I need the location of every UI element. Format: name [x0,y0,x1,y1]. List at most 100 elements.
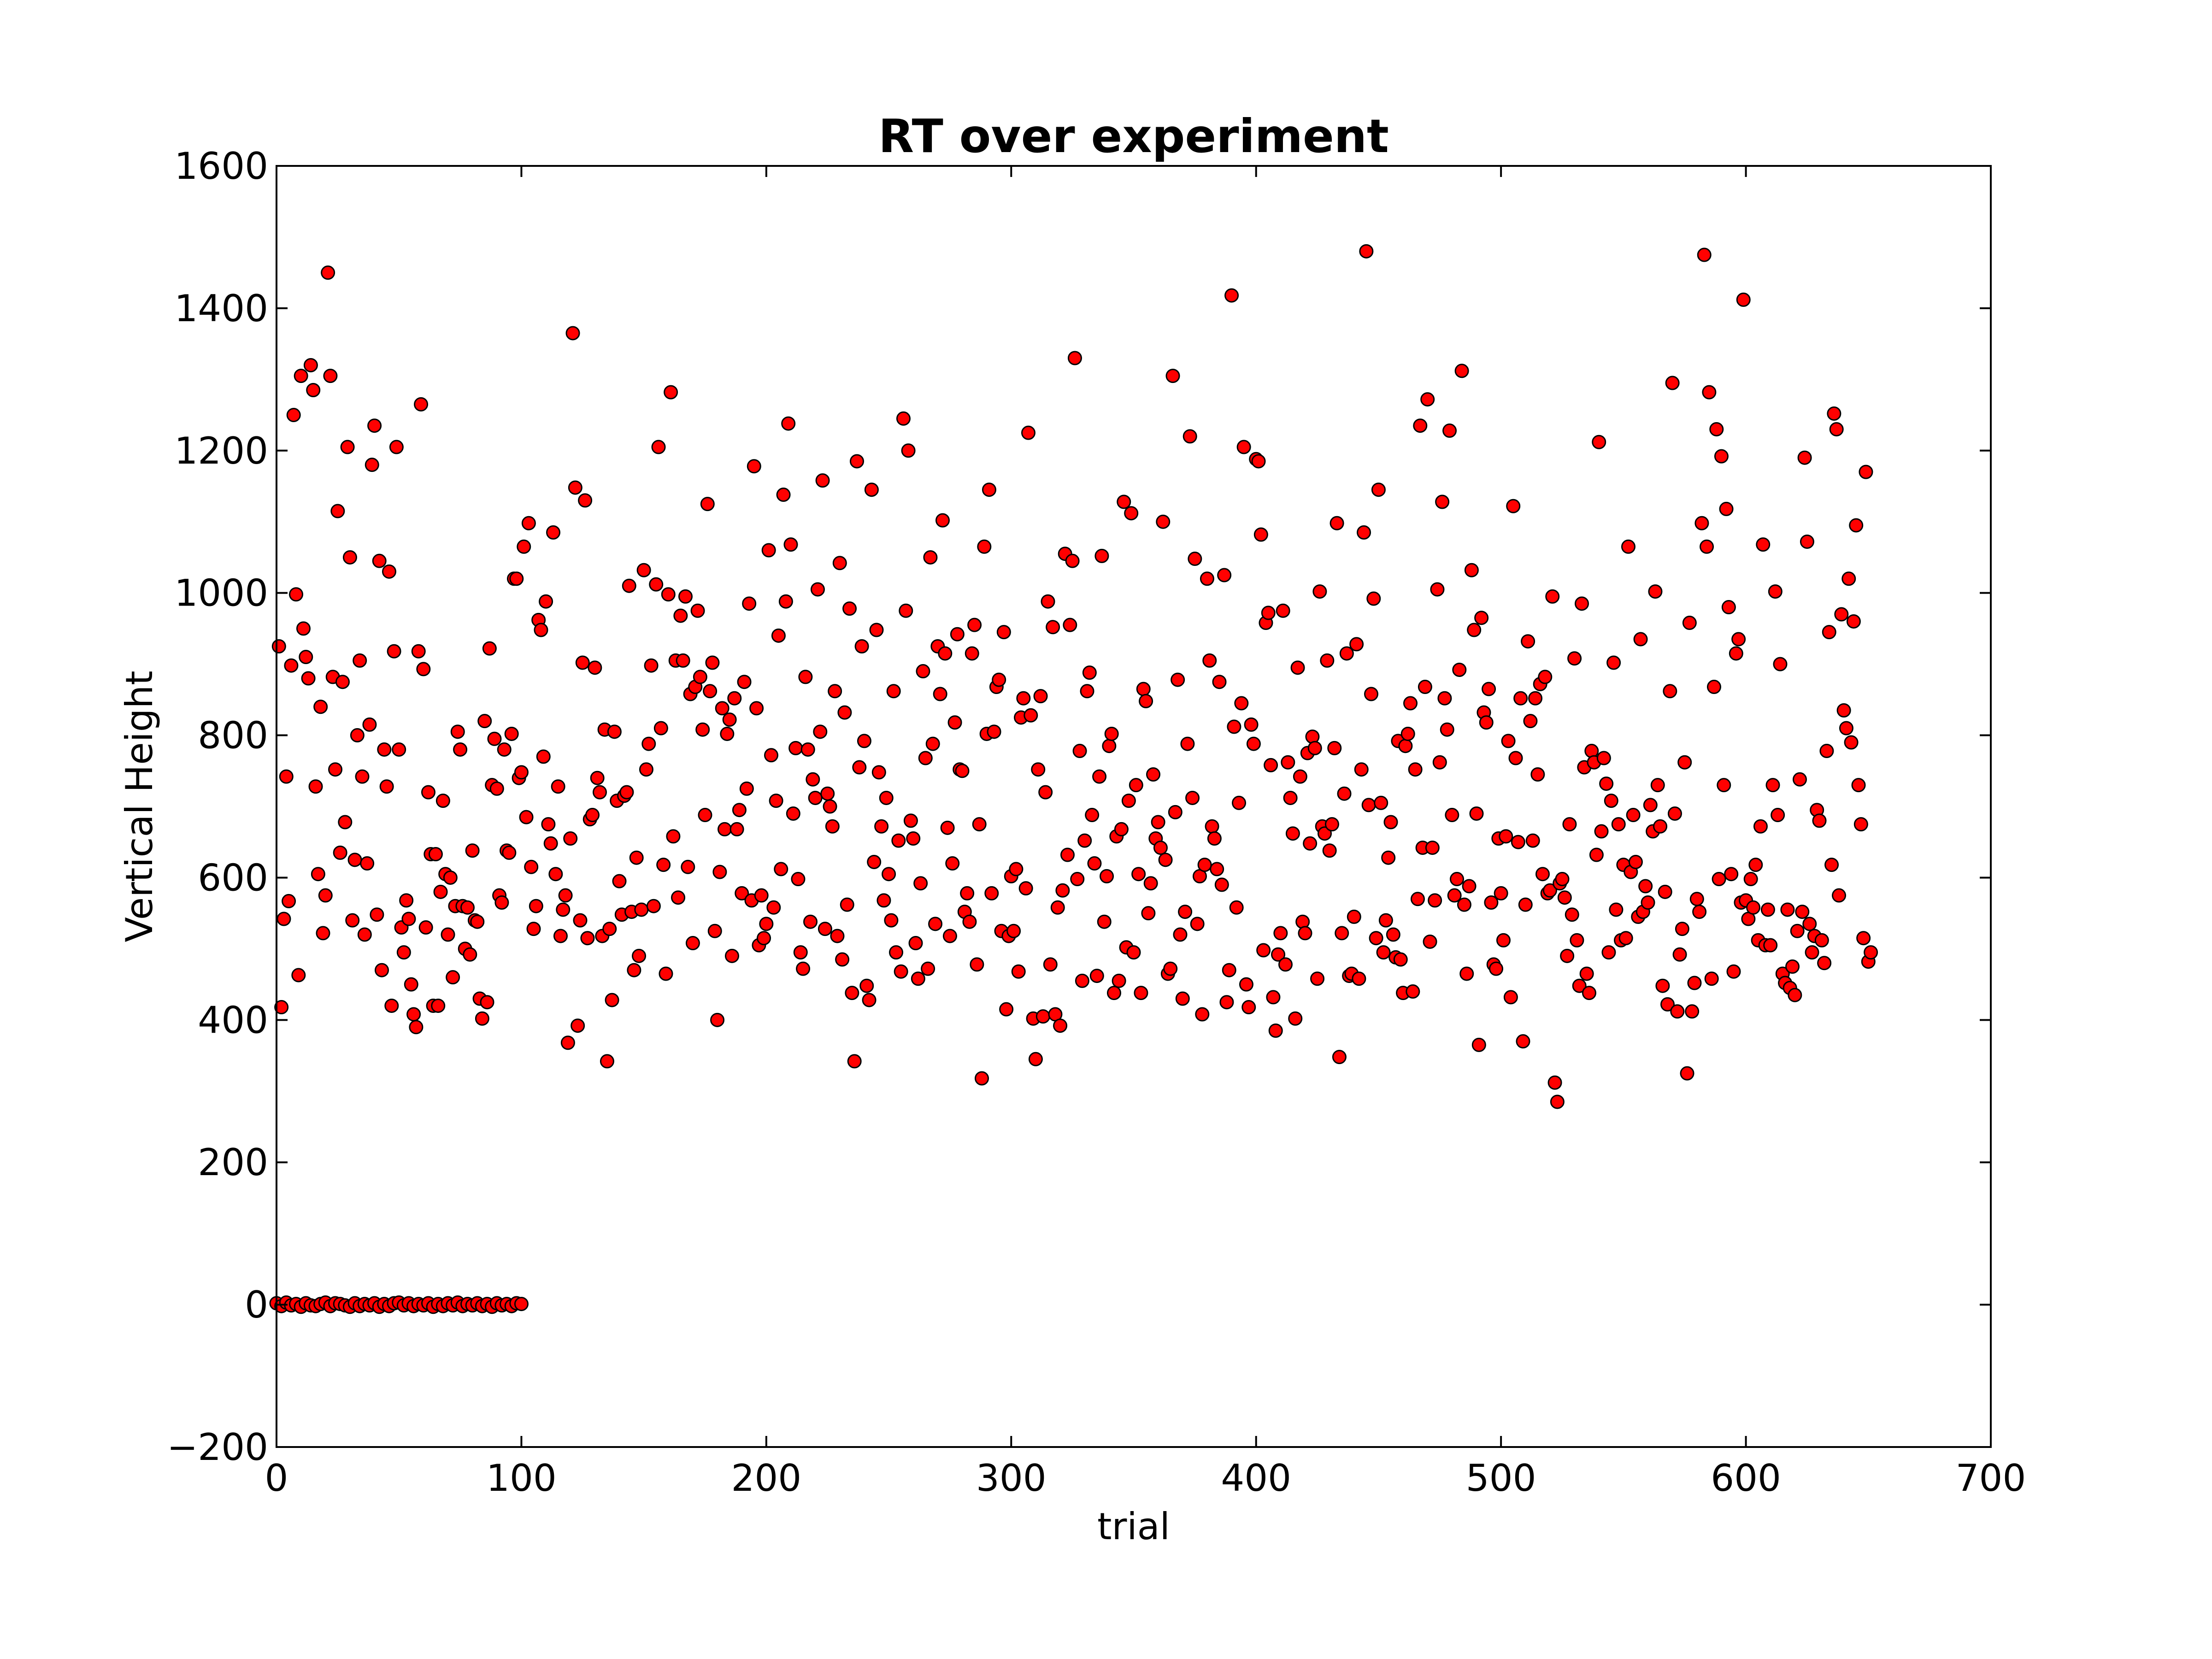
data-point [1697,247,1712,262]
data-point [962,914,977,929]
data-point [504,726,519,741]
data-point [446,970,460,985]
data-point [1075,973,1089,988]
data-point [1687,976,1702,990]
data-point [1393,952,1408,967]
data-point [879,790,894,805]
data-point [1141,906,1156,921]
data-point [1413,418,1428,433]
data-point [1038,785,1053,800]
data-point [453,742,468,757]
data-point [347,853,362,867]
data-point [1347,909,1361,924]
data-point [1374,795,1388,810]
data-point [629,850,644,865]
data-point [1469,806,1484,821]
data-point [776,488,791,502]
data-point [1290,660,1305,675]
data-point [289,587,304,602]
data-point [377,742,392,757]
data-point [1430,582,1445,597]
data-point [778,594,793,609]
data-point [399,893,414,908]
data-point [1303,836,1318,851]
y-tick-label: 1200 [174,429,268,472]
data-point [761,543,776,558]
data-point [1528,691,1543,706]
data-point [942,929,957,943]
data-point [1352,971,1366,986]
data-point [800,742,815,757]
data-point [1726,964,1741,979]
data-point [1841,571,1856,586]
data-point [1406,984,1420,999]
data-point [690,603,705,618]
data-point [1454,364,1469,378]
data-point [705,655,720,670]
data-point [392,742,406,757]
data-point [972,817,987,832]
data-point [1467,623,1482,637]
data-point [308,779,323,794]
data-point [1501,734,1516,748]
data-point [328,762,343,777]
data-points [269,244,1878,1314]
data-point [1667,806,1682,821]
data-point [1043,957,1058,972]
data-point [1538,670,1553,684]
data-point [1224,288,1239,303]
data-point [1844,735,1859,750]
data-point [1244,717,1259,732]
data-point [1557,890,1572,905]
x-tick-label: 400 [1221,1457,1291,1500]
data-point [345,913,360,928]
data-point [1795,905,1810,919]
data-point [299,650,313,665]
data-point [463,947,477,962]
data-point [1403,696,1418,711]
data-point [1521,634,1535,649]
data-point [813,724,828,739]
data-point [1567,651,1582,666]
data-point [950,627,965,641]
data-point [1606,655,1621,670]
data-point [1016,691,1031,706]
data-point [1660,997,1675,1012]
data-point [1129,778,1143,793]
data-point [313,700,328,714]
data-point [977,539,992,554]
data-point [487,731,502,746]
data-point [316,926,330,941]
data-point [1484,895,1499,910]
data-point [928,917,943,931]
data-point [401,912,416,926]
data-point [1021,425,1035,440]
data-point [1102,739,1117,753]
data-point [1212,675,1227,689]
data-point [1765,778,1780,793]
data-point [1582,986,1596,1000]
data-point [421,785,435,800]
data-point [443,870,458,885]
data-point [1462,879,1477,894]
data-point [786,806,800,821]
data-point [1523,714,1538,729]
data-point [1307,741,1322,755]
data-point [742,596,757,611]
data-point [1655,978,1670,993]
data-point [271,639,286,653]
data-point [1689,892,1704,906]
data-point [1714,449,1729,464]
data-point [1121,794,1136,808]
data-point [644,658,659,673]
data-point [1499,829,1513,844]
data-point [414,397,429,412]
data-point [735,886,749,900]
data-point [529,899,543,913]
data-point [1364,687,1378,701]
data-point [1834,607,1849,622]
data-point [1547,1075,1562,1090]
x-tick-label: 700 [1956,1457,2026,1500]
data-point [1717,778,1731,793]
data-point [1638,879,1653,894]
